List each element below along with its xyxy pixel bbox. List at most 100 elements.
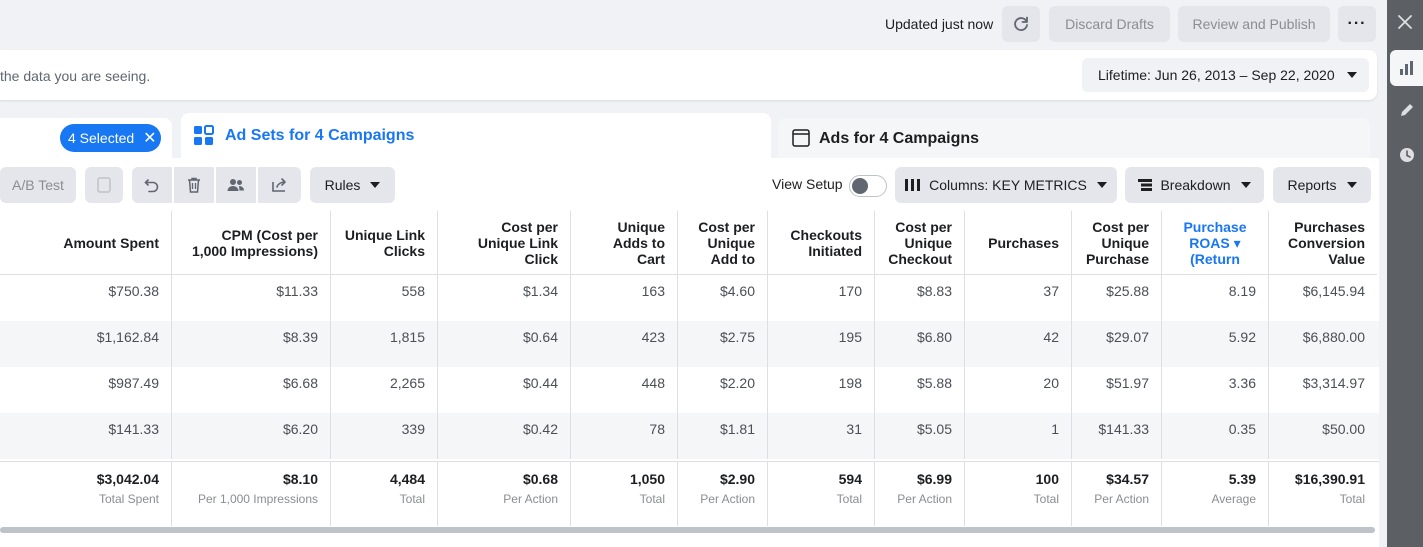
refresh-button[interactable] [1002,6,1040,42]
column-header[interactable]: Amount Spent [0,211,172,275]
delete-button[interactable] [174,167,214,203]
table-cell: 163 [571,275,678,321]
undo-button[interactable] [132,167,172,203]
table-cell: 42 [965,321,1072,367]
column-header[interactable]: Cost per Unique Link Click [438,211,571,275]
table-row[interactable]: $750.38 $11.33 558 $1.34 163 $4.60 170 $8.83 37 $… [0,275,1379,321]
table-cell: 31 [768,413,875,459]
header-line: Unique [1101,234,1149,251]
table-cell: $8.83 [875,275,965,321]
ad-frame-icon [792,129,810,147]
trash-icon [188,177,200,193]
header-line: Unique Link [344,226,425,243]
table-cell: 20 [965,367,1072,413]
breakdown-dropdown[interactable]: Breakdown [1125,167,1264,203]
header-line: Conversion [1287,234,1365,251]
header-line: Value [1328,250,1365,267]
total-value: 1,050 [629,471,665,487]
table-cell: 423 [571,321,678,367]
info-text: the data you are seeing. [0,68,151,84]
reports-dropdown[interactable]: Reports [1273,167,1371,203]
header-line: Checkouts [790,226,862,243]
column-header[interactable]: Cost per Unique Add to [678,211,768,275]
close-icon[interactable]: ✕ [143,130,157,147]
column-header[interactable]: CPM (Cost per 1,000 Impressions) [172,211,331,275]
column-header[interactable]: Unique Adds to Cart [571,211,678,275]
header-line: ROAS ▾ [1189,234,1241,251]
total-cell: $2.90 Per Action [678,462,768,526]
right-rail [1387,0,1423,547]
rail-history-button[interactable] [1390,137,1423,173]
table-cell: $5.05 [875,413,965,459]
table-cell: $0.42 [438,413,571,459]
table-cell: 448 [571,367,678,413]
tab-ads-label: Ads for 4 Campaigns [819,130,980,147]
column-header[interactable]: Checkouts Initiated [768,211,875,275]
duplicate-button[interactable] [85,167,123,203]
ab-test-button[interactable]: A/B Test [0,167,76,203]
column-header[interactable]: Cost per Unique Purchase [1072,211,1162,275]
header-text: Cost per Unique Link Click [478,219,558,267]
table-row[interactable]: $987.49 $6.68 2,265 $0.44 448 $2.20 198 $5.88 20… [0,367,1379,413]
column-header[interactable]: Purchases [965,211,1072,275]
table-cell: 195 [768,321,875,367]
table-cell: $1,162.84 [0,321,172,367]
total-label: Total [836,492,862,506]
header-line: Initiated [808,242,862,259]
toggle-knob [852,178,868,194]
column-header[interactable]: Unique Link Clicks [331,211,438,275]
rail-edit-button[interactable] [1390,92,1423,128]
selected-chip[interactable]: 4 Selected ✕ [60,124,161,152]
discard-drafts-button[interactable]: Discard Drafts [1049,6,1170,42]
table-cell: $1.34 [438,275,571,321]
header-line: Checkout [888,250,952,267]
table-row[interactable]: $141.33 $6.20 339 $0.42 78 $1.81 31 $5.05 1 $141.… [0,413,1379,459]
share-button[interactable] [258,167,301,203]
horizontal-scrollbar[interactable] [0,527,1375,533]
table-cell: $141.33 [1072,413,1162,459]
chevron-down-icon [1096,182,1107,188]
table-cell: $141.33 [0,413,172,459]
header-line: Cost per [501,218,558,235]
header-text: Unique Link Clicks [345,227,425,259]
table-cell: $4.60 [678,275,768,321]
review-publish-button[interactable]: Review and Publish [1178,6,1330,42]
share-icon [271,178,286,192]
rail-insights-button[interactable] [1390,50,1423,86]
table-cell: 170 [768,275,875,321]
total-value: 5.39 [1228,471,1256,487]
column-header[interactable]: Cost per Unique Checkout [875,211,965,275]
total-value: $16,390.91 [1294,471,1365,487]
view-setup-toggle[interactable] [849,175,887,197]
more-button[interactable]: ··· [1338,6,1376,42]
rules-dropdown[interactable]: Rules [310,167,395,203]
table-cell: $29.07 [1072,321,1162,367]
people-icon [227,179,244,191]
header-line: Adds to [612,234,665,251]
grid-icon [194,125,214,145]
column-header-sorted[interactable]: Purchase ROAS ▾ (Return [1162,211,1269,275]
tab-ads[interactable]: Ads for 4 Campaigns [778,118,1370,158]
header-text: Unique Adds to Cart [613,219,665,267]
table-row[interactable]: $1,162.84 $8.39 1,815 $0.64 423 $2.75 195 $6.80… [0,321,1379,367]
close-icon[interactable] [1397,14,1413,30]
columns-dropdown[interactable]: Columns: KEY METRICS [895,167,1117,203]
table-cell: 37 [965,275,1072,321]
date-range-picker[interactable]: Lifetime: Jun 26, 2013 – Sep 22, 2020 [1082,58,1369,92]
total-cell: $3,042.04 Total Spent [0,462,172,526]
column-header[interactable]: Purchases Conversion Value [1269,211,1377,275]
table-cell: $0.44 [438,367,571,413]
table-cell: 5.92 [1162,321,1269,367]
table-cell: $51.97 [1072,367,1162,413]
table-cell: $6,145.94 [1302,283,1365,299]
tab-adsets[interactable]: Ad Sets for 4 Campaigns [181,113,771,161]
audience-button[interactable] [216,167,256,203]
total-label: Per Action [897,492,952,506]
tab-campaigns[interactable]: 4 Selected ✕ [0,118,172,160]
header-line: 1,000 Impressions) [191,242,318,259]
chevron-down-icon [370,182,381,188]
table-cell: $6.68 [172,367,331,413]
info-bar: the data you are seeing. Lifetime: Jun 2… [0,50,1377,100]
table-cell: 3.36 [1162,367,1269,413]
date-range-label: Lifetime: Jun 26, 2013 – Sep 22, 2020 [1098,67,1335,83]
